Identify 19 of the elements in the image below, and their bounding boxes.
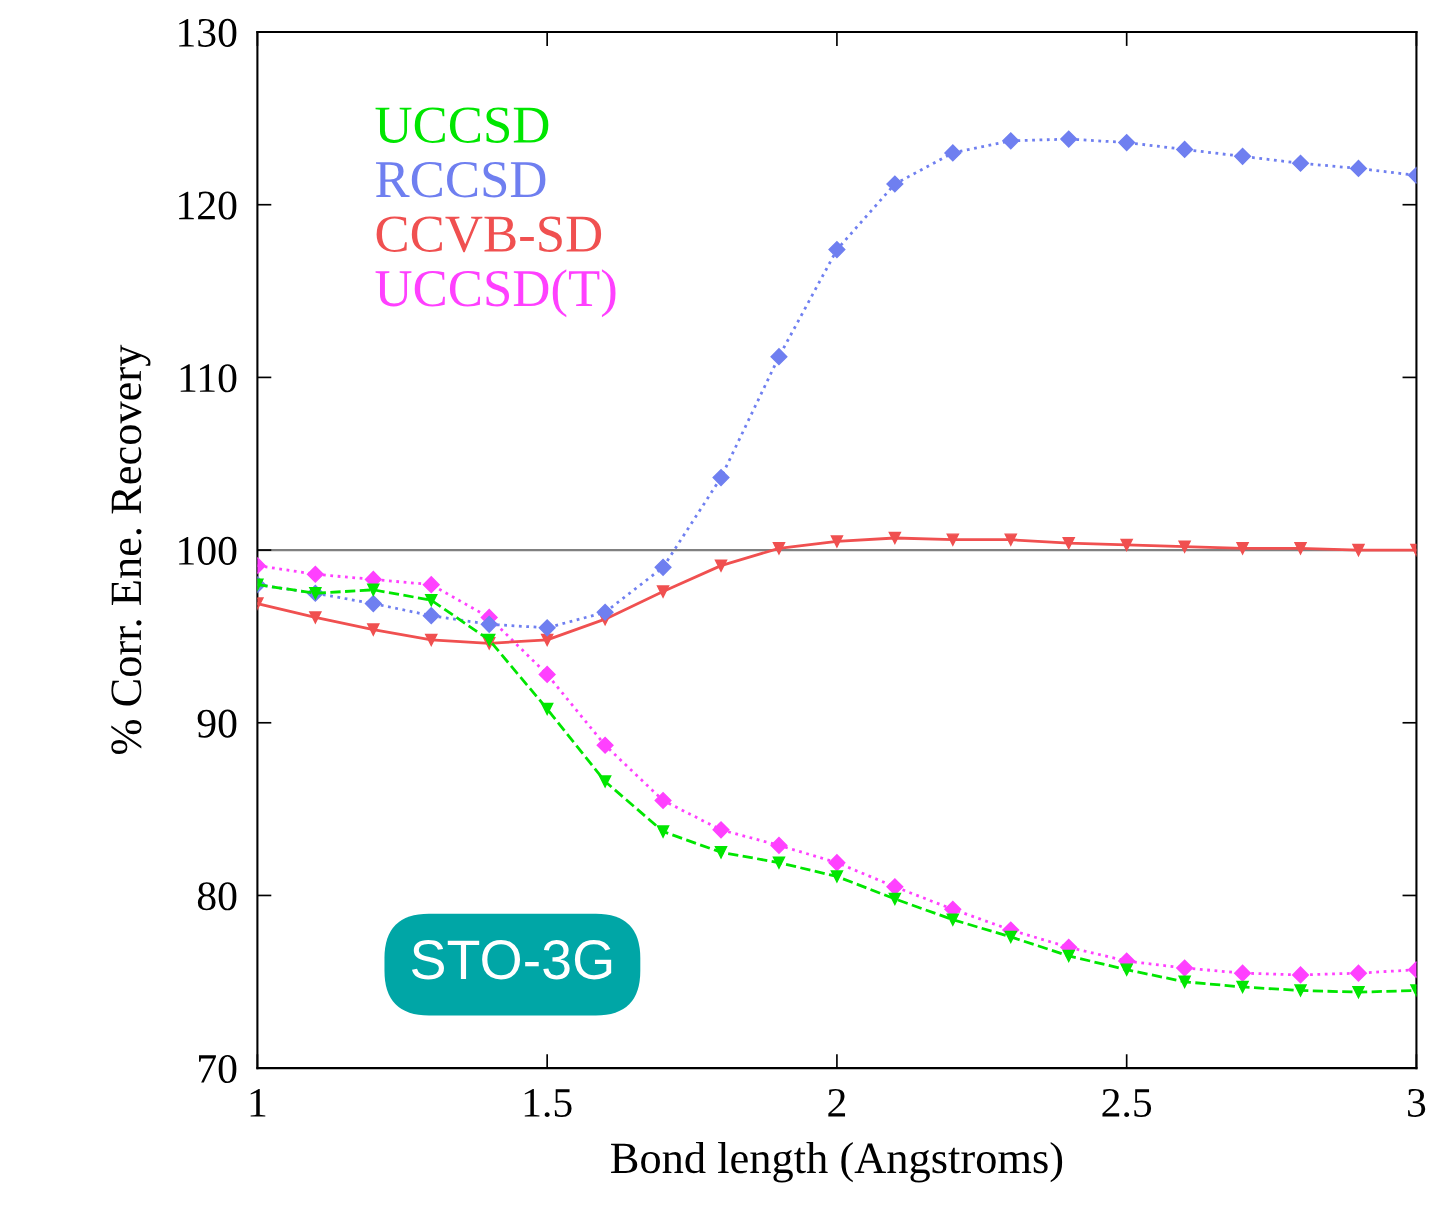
x-tick-label: 3 xyxy=(1408,1088,1426,1117)
x-tick-label: 1.5 xyxy=(524,1088,572,1118)
x-tick-label: 1 xyxy=(250,1088,266,1117)
text: UCCSD xyxy=(375,107,549,143)
y-tick-label: 90 xyxy=(197,709,237,738)
text: RCCSD xyxy=(375,161,546,198)
text: UCCSD(T) xyxy=(375,269,616,318)
x-axis-title: Bond length (Angstroms) xyxy=(611,1142,1063,1183)
y-tick-label: 70 xyxy=(199,1054,237,1084)
y-tick-label: 80 xyxy=(197,882,237,911)
annotation: STO-3G xyxy=(412,940,612,980)
text: CCVB-SD xyxy=(376,216,602,253)
y-tick-label: 130 xyxy=(179,18,237,47)
y-tick-label: 110 xyxy=(180,364,237,393)
y-tick-label: 120 xyxy=(179,191,237,220)
x-tick-label: 2 xyxy=(828,1088,846,1117)
y-tick-label: 100 xyxy=(179,536,237,565)
x-tick-label: 2.5 xyxy=(1102,1088,1152,1118)
y-axis-title: % Corr. Ene. Recovery xyxy=(111,344,151,755)
